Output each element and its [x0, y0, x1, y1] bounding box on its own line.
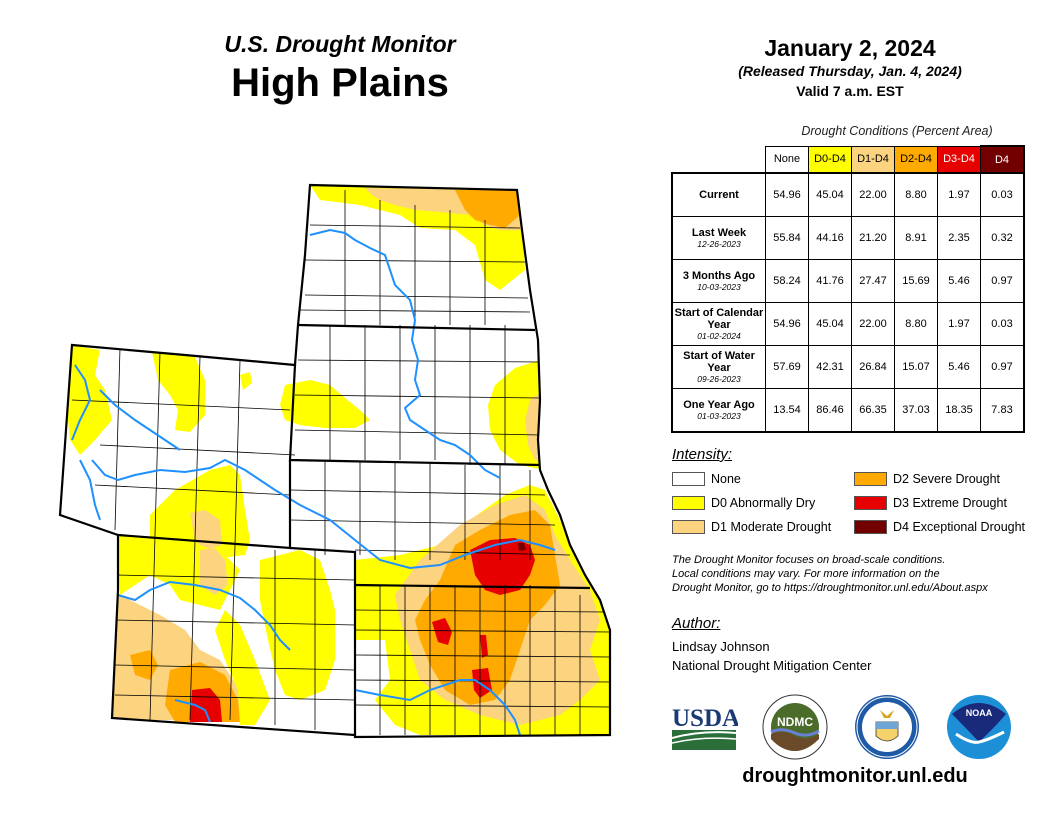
author-org: National Drought Mitigation Center [672, 658, 872, 673]
cell-d4: 0.03 [980, 302, 1025, 346]
noaa-logo: NOAA [947, 695, 1011, 759]
cell-d1-d4: 22.00 [851, 172, 895, 217]
cell-d0-d4: 45.04 [808, 172, 852, 217]
svg-text:NOAA: NOAA [966, 708, 993, 718]
intensity-legend: None D0 Abnormally Dry D1 Moderate Droug… [672, 470, 1042, 540]
cell-d0-d4: 42.31 [808, 345, 852, 389]
cell-d3-d4: 5.46 [937, 345, 981, 389]
col-d3-d4: D3-D4 [937, 145, 981, 174]
valid-time: Valid 7 a.m. EST [796, 83, 904, 99]
cell-d2-d4: 15.07 [894, 345, 938, 389]
table-row-start-calendar-year: Start of Calendar Year 01-02-2024 54.96 4… [671, 302, 1025, 346]
cell-none: 57.69 [765, 345, 809, 389]
release-date: (Released Thursday, Jan. 4, 2024) [738, 63, 962, 79]
cell-d4: 7.83 [980, 388, 1025, 433]
table-row-start-water-year: Start of Water Year 09-26-2023 57.69 42.3… [671, 345, 1025, 389]
table-header-row: None D0-D4 D1-D4 D2-D4 D3-D4 D4 [672, 145, 1025, 174]
cell-d3-d4: 2.35 [937, 216, 981, 260]
map-date: January 2, 2024 [764, 35, 936, 61]
legend-item-d2: D2 Severe Drought [854, 472, 1000, 486]
svg-text:USDA: USDA [672, 705, 738, 732]
table-row-3-months-ago: 3 Months Ago 10-03-2023 58.24 41.76 27.47… [671, 259, 1025, 303]
drought-map [58, 183, 612, 739]
cell-d4: 0.03 [980, 172, 1025, 217]
cell-none: 58.24 [765, 259, 809, 303]
cell-d2-d4: 15.69 [894, 259, 938, 303]
legend-item-d0: D0 Abnormally Dry [672, 496, 815, 510]
date-block: January 2, 2024 (Released Thursday, Jan.… [690, 34, 1010, 100]
rivers [71, 228, 556, 736]
swatch-d2 [854, 472, 887, 486]
cell-d1-d4: 21.20 [851, 216, 895, 260]
map-subtitle: U.S. Drought Monitor [224, 31, 456, 57]
row-label: 3 Months Ago 10-03-2023 [671, 259, 766, 303]
cell-d1-d4: 26.84 [851, 345, 895, 389]
legend-item-d3: D3 Extreme Drought [854, 496, 1007, 510]
table-row-last-week: Last Week 12-26-2023 55.84 44.16 21.20 8.… [671, 216, 1025, 260]
legend-item-d4: D4 Exceptional Drought [854, 520, 1025, 534]
ndmc-logo: NDMC [762, 694, 828, 760]
col-none: None [765, 145, 809, 174]
website-url[interactable]: droughtmonitor.unl.edu [742, 765, 968, 787]
cell-d2-d4: 8.80 [894, 172, 938, 217]
table-row-one-year-ago: One Year Ago 01-03-2023 13.54 86.46 66.35… [671, 388, 1025, 433]
cell-d4: 0.32 [980, 216, 1025, 260]
legend-item-none: None [672, 472, 741, 486]
drought-stats-table: None D0-D4 D1-D4 D2-D4 D3-D4 D4 Current … [671, 145, 1025, 433]
county-lines [71, 190, 610, 735]
row-label: Start of Water Year 09-26-2023 [671, 345, 766, 389]
usda-logo: USDA [672, 705, 738, 750]
cell-d3-d4: 5.46 [937, 259, 981, 303]
table-row-current: Current 54.96 45.04 22.00 8.80 1.97 0.03 [671, 172, 1025, 217]
region-title: High Plains [231, 61, 449, 105]
cell-d0-d4: 41.76 [808, 259, 852, 303]
conditions-caption: Drought Conditions (Percent Area) [801, 124, 993, 138]
cell-none: 13.54 [765, 388, 809, 433]
cell-d0-d4: 45.04 [808, 302, 852, 346]
col-d1-d4: D1-D4 [851, 145, 895, 174]
cell-none: 55.84 [765, 216, 809, 260]
cell-d3-d4: 18.35 [937, 388, 981, 433]
map-title-block: U.S. Drought Monitor High Plains [150, 30, 530, 106]
row-label: Current [671, 172, 766, 217]
agency-logos: USDA NDMC NOAA [670, 692, 1040, 762]
col-d4: D4 [980, 145, 1025, 174]
row-label: Last Week 12-26-2023 [671, 216, 766, 260]
cell-d0-d4: 44.16 [808, 216, 852, 260]
swatch-d3 [854, 496, 887, 510]
doc-seal-logo [855, 695, 919, 759]
disclaimer-note: The Drought Monitor focuses on broad-sca… [672, 554, 988, 594]
cell-d0-d4: 86.46 [808, 388, 852, 433]
cell-d1-d4: 27.47 [851, 259, 895, 303]
cell-d3-d4: 1.97 [937, 172, 981, 217]
row-label: One Year Ago 01-03-2023 [671, 388, 766, 433]
cell-d2-d4: 37.03 [894, 388, 938, 433]
author-title: Author: [672, 615, 721, 632]
svg-text:NDMC: NDMC [777, 715, 813, 729]
swatch-d0 [672, 496, 705, 510]
cell-d1-d4: 66.35 [851, 388, 895, 433]
legend-item-d1: D1 Moderate Drought [672, 520, 831, 534]
cell-d4: 0.97 [980, 259, 1025, 303]
cell-none: 54.96 [765, 172, 809, 217]
cell-d2-d4: 8.80 [894, 302, 938, 346]
state-borders [58, 183, 612, 739]
cell-d3-d4: 1.97 [937, 302, 981, 346]
col-d2-d4: D2-D4 [894, 145, 938, 174]
legend-title: Intensity: [672, 446, 733, 463]
author-info: Lindsay Johnson National Drought Mitigat… [672, 637, 871, 675]
swatch-none [672, 472, 705, 486]
cell-none: 54.96 [765, 302, 809, 346]
row-label: Start of Calendar Year 01-02-2024 [671, 302, 766, 346]
col-d0-d4: D0-D4 [808, 145, 852, 174]
swatch-d4 [854, 520, 887, 534]
cell-d4: 0.97 [980, 345, 1025, 389]
author-name: Lindsay Johnson [672, 639, 770, 654]
swatch-d1 [672, 520, 705, 534]
cell-d2-d4: 8.91 [894, 216, 938, 260]
cell-d1-d4: 22.00 [851, 302, 895, 346]
